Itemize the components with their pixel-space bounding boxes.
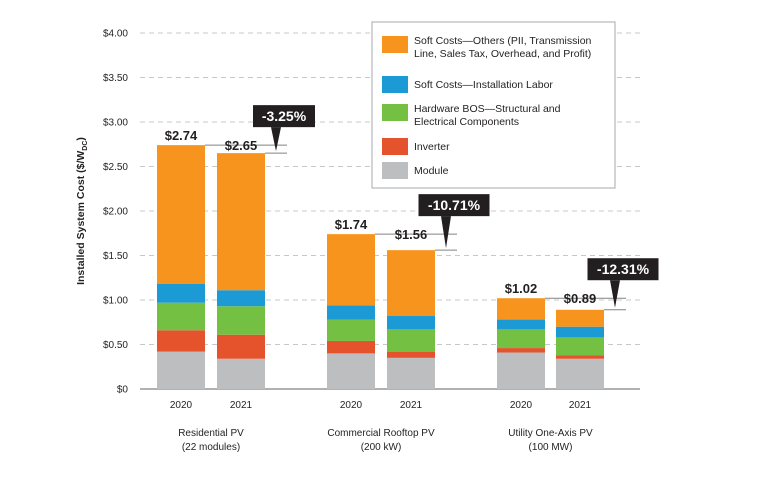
callout-pointer bbox=[610, 280, 620, 308]
callout-pointer bbox=[441, 216, 451, 249]
bar-segment bbox=[327, 234, 375, 306]
bar-segment bbox=[327, 340, 375, 354]
bar-segment bbox=[327, 353, 375, 389]
change-callout bbox=[587, 258, 659, 281]
legend: Soft Costs—Others (PII, TransmissionLine… bbox=[371, 21, 616, 189]
legend-swatch bbox=[382, 138, 408, 155]
bar-segment bbox=[497, 348, 545, 353]
y-tick-label: $3.00 bbox=[103, 118, 128, 129]
y-tick-label: $0.50 bbox=[103, 340, 128, 351]
total-label: $0.89 bbox=[564, 291, 597, 306]
legend-label: Module bbox=[414, 165, 449, 177]
y-tick-label: $3.50 bbox=[103, 73, 128, 84]
legend-label: Inverter bbox=[414, 141, 450, 153]
bar-segment bbox=[157, 330, 205, 352]
legend-swatch bbox=[382, 36, 408, 53]
bar-segment bbox=[387, 250, 435, 317]
legend-label: Soft Costs—Others (PII, Transmission bbox=[414, 35, 592, 47]
bar-segment bbox=[217, 306, 265, 335]
bar-segment bbox=[497, 319, 545, 330]
bar-segment bbox=[217, 153, 265, 291]
y-tick-label: $1.00 bbox=[103, 296, 128, 307]
bar-segment bbox=[556, 337, 604, 356]
y-tick-label: $2.00 bbox=[103, 207, 128, 218]
bar-segment bbox=[556, 309, 604, 327]
bar-segment bbox=[217, 334, 265, 359]
bar-segment bbox=[497, 329, 545, 349]
y-tick-label: $0 bbox=[117, 385, 129, 396]
bar-segment bbox=[387, 329, 435, 352]
legend-swatch bbox=[382, 104, 408, 121]
callout-pointer bbox=[271, 127, 281, 152]
bar-segment bbox=[497, 298, 545, 320]
legend-label: Electrical Components bbox=[414, 116, 519, 128]
bar-segment bbox=[217, 290, 265, 307]
x-year-label: 2021 bbox=[230, 400, 253, 411]
bar-segment bbox=[556, 326, 604, 338]
bar-segment bbox=[387, 316, 435, 330]
change-callout bbox=[253, 105, 315, 128]
total-label: $2.65 bbox=[225, 138, 258, 153]
group-label: Utility One-Axis PV bbox=[508, 428, 593, 439]
bar-segment bbox=[157, 145, 205, 284]
legend-swatch bbox=[382, 162, 408, 179]
bar-segment bbox=[556, 355, 604, 359]
change-percent: -10.71% bbox=[428, 197, 481, 213]
bar-segment bbox=[157, 302, 205, 331]
x-year-label: 2021 bbox=[400, 400, 423, 411]
x-year-label: 2020 bbox=[170, 400, 193, 411]
bar-segment bbox=[556, 358, 604, 389]
y-axis-label: Installed System Cost ($/WDC) bbox=[75, 137, 89, 285]
group-sublabel: (100 MW) bbox=[529, 442, 573, 453]
bar-segment bbox=[327, 305, 375, 320]
group-sublabel: (22 modules) bbox=[182, 442, 240, 453]
total-label: $2.74 bbox=[165, 128, 198, 143]
y-tick-label: $2.50 bbox=[103, 162, 128, 173]
group-sublabel: (200 kW) bbox=[361, 442, 402, 453]
legend-swatch bbox=[382, 76, 408, 93]
group-label: Residential PV bbox=[178, 428, 244, 439]
legend-label: Line, Sales Tax, Overhead, and Profit) bbox=[414, 48, 591, 60]
change-callout bbox=[418, 194, 490, 217]
bar-segment bbox=[387, 351, 435, 358]
legend-label: Hardware BOS—Structural and bbox=[414, 103, 561, 115]
legend-label: Soft Costs—Installation Labor bbox=[414, 79, 553, 91]
bar-segment bbox=[157, 351, 205, 389]
bar-segment bbox=[327, 319, 375, 341]
y-tick-label: $4.00 bbox=[103, 29, 128, 40]
group-label: Commercial Rooftop PV bbox=[327, 428, 435, 439]
change-percent: -3.25% bbox=[262, 108, 307, 124]
bar-segment bbox=[497, 352, 545, 389]
total-label: $1.02 bbox=[505, 281, 538, 296]
total-label: $1.56 bbox=[395, 227, 428, 242]
y-tick-label: $1.50 bbox=[103, 251, 128, 262]
bar-segment bbox=[387, 357, 435, 389]
legend-box bbox=[371, 21, 616, 189]
x-year-label: 2021 bbox=[569, 400, 592, 411]
total-label: $1.74 bbox=[335, 217, 368, 232]
x-year-label: 2020 bbox=[340, 400, 363, 411]
x-year-label: 2020 bbox=[510, 400, 533, 411]
change-percent: -12.31% bbox=[597, 261, 650, 277]
bar-segment bbox=[217, 358, 265, 389]
bar-segment bbox=[157, 283, 205, 303]
